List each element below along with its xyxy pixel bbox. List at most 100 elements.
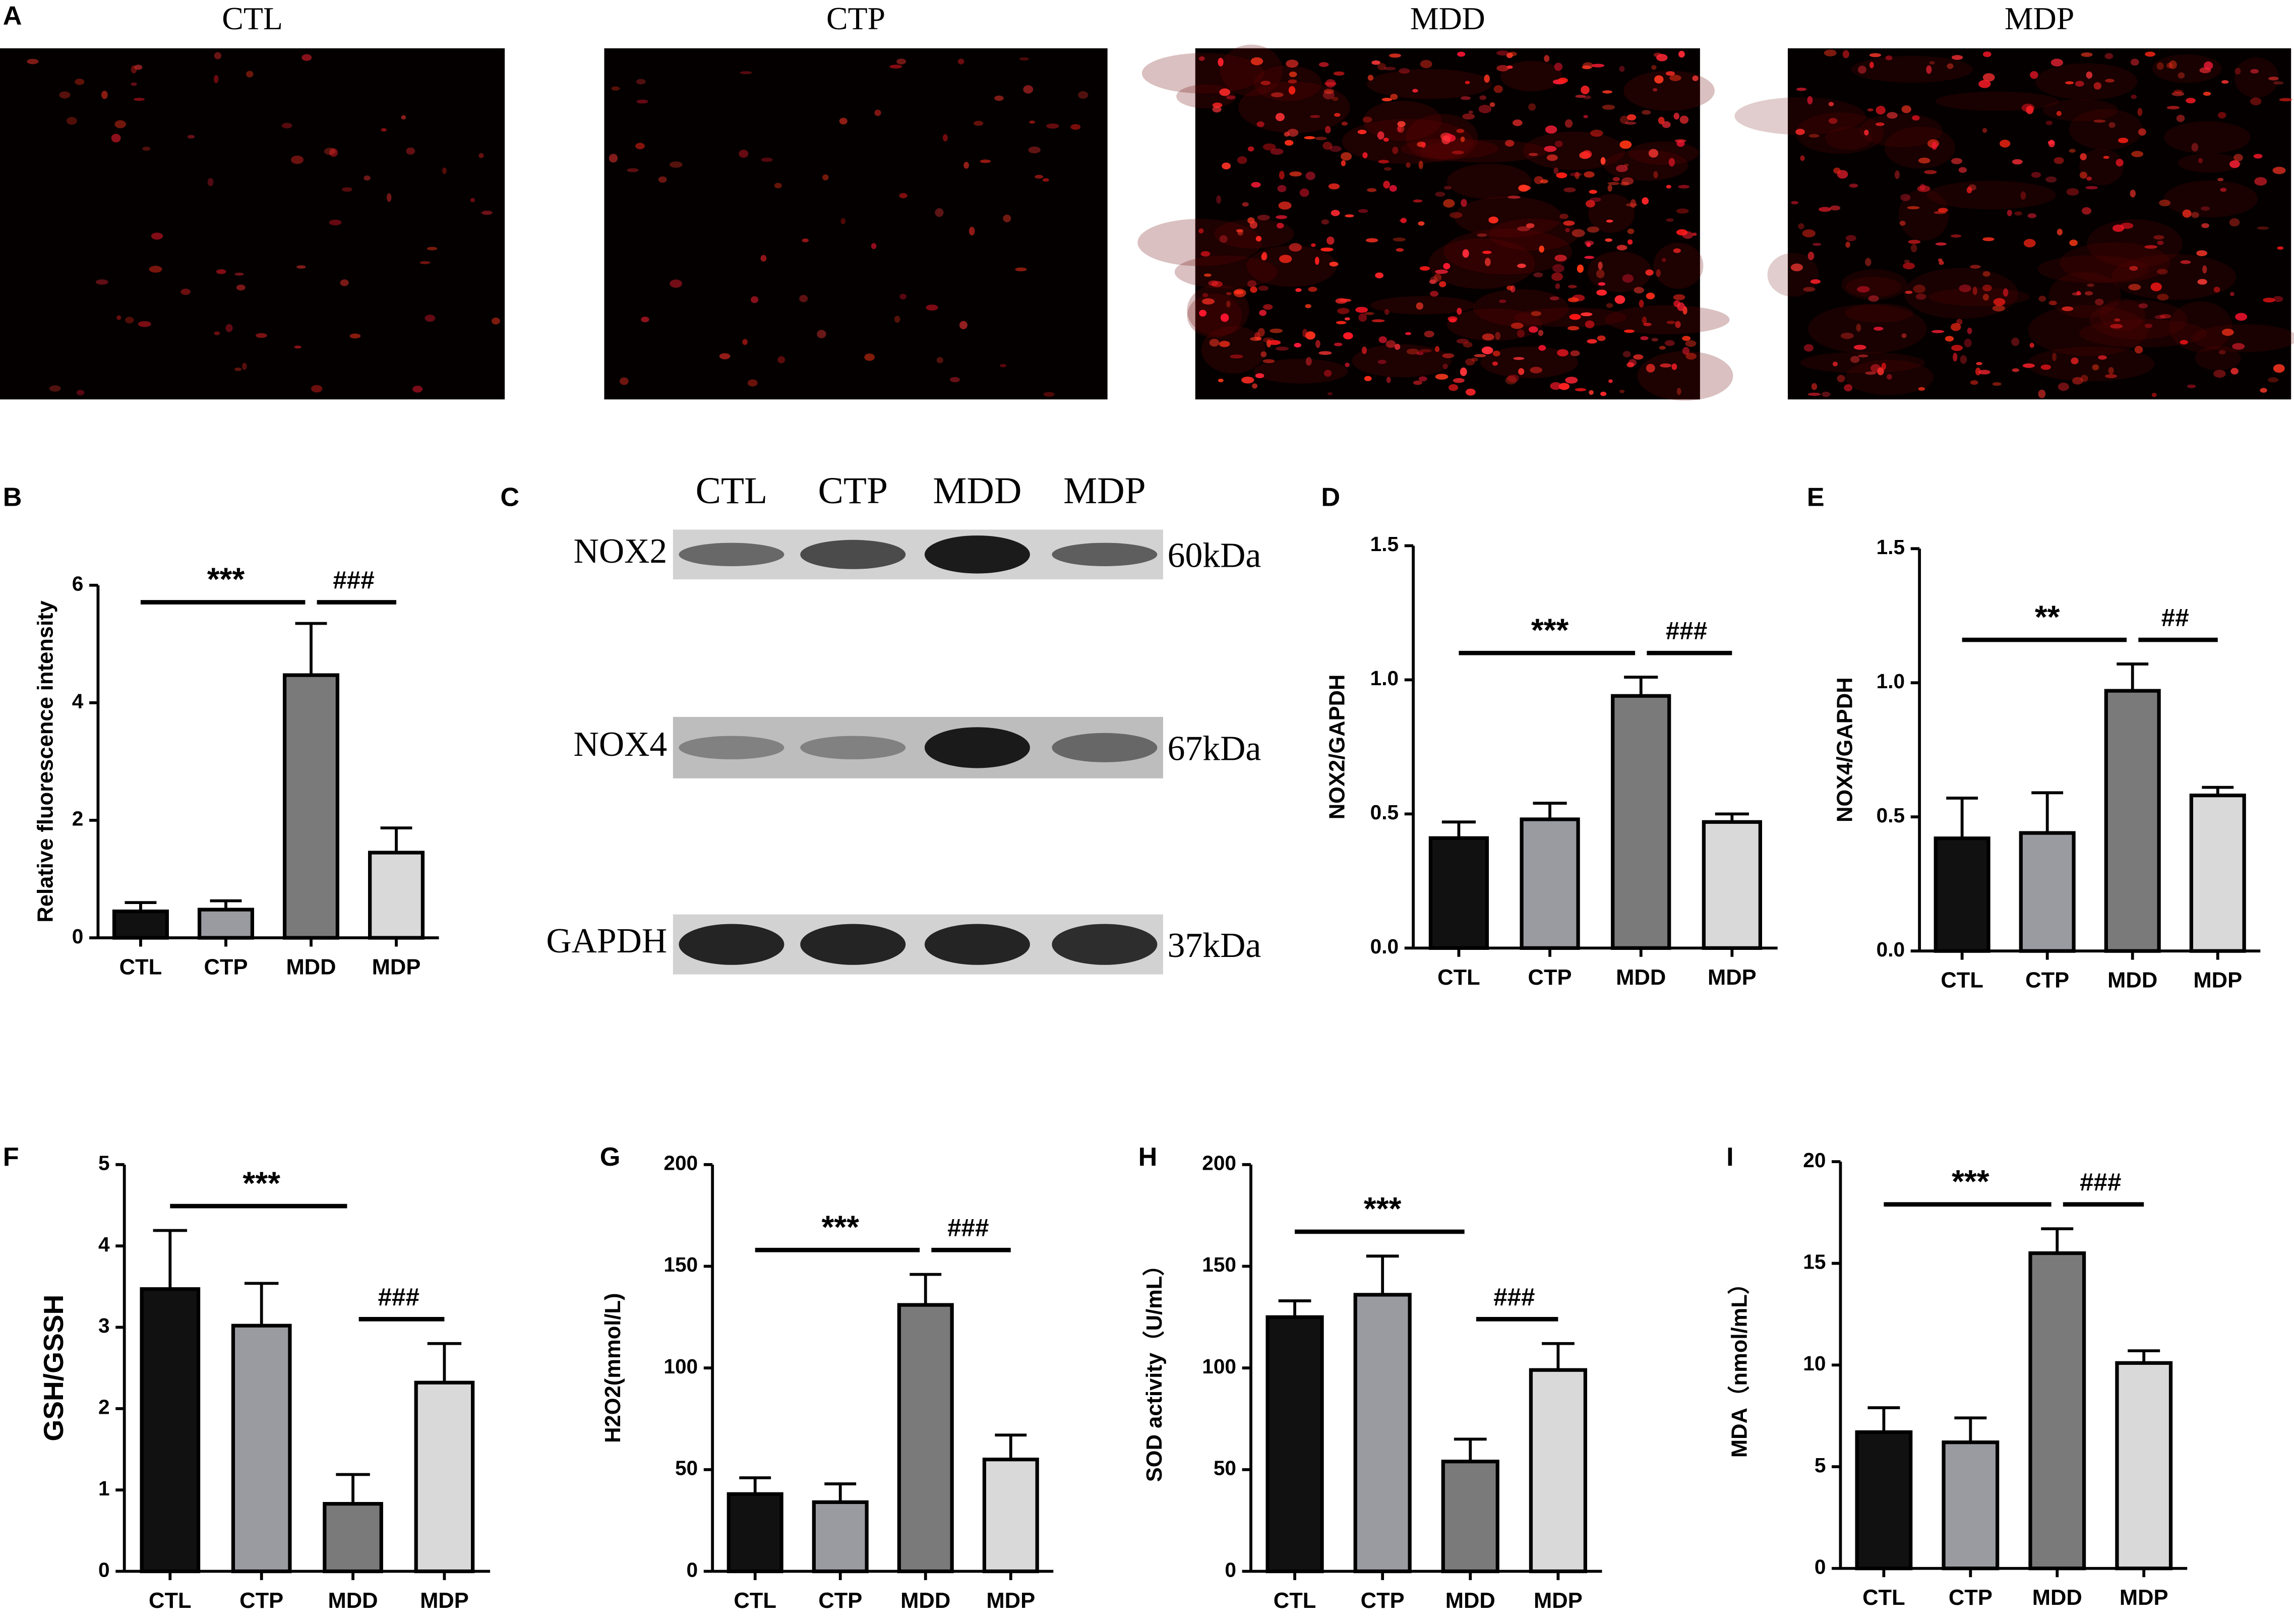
cell bbox=[1496, 65, 1509, 72]
cell bbox=[1850, 355, 1860, 363]
cell bbox=[1584, 256, 1595, 259]
panel-label: B bbox=[3, 483, 22, 512]
tissue-glow bbox=[1253, 66, 1322, 101]
cell bbox=[2180, 340, 2188, 345]
cell bbox=[1384, 309, 1390, 315]
cell bbox=[1397, 121, 1406, 127]
cell bbox=[1967, 327, 1972, 334]
cell bbox=[1648, 149, 1659, 158]
cell bbox=[1830, 205, 1841, 211]
tissue-glow bbox=[2027, 346, 2155, 382]
cell bbox=[1377, 359, 1386, 365]
cell bbox=[1334, 113, 1341, 117]
cell bbox=[1278, 201, 1292, 210]
cell bbox=[1465, 81, 1470, 84]
y-tick-label: 20 bbox=[1803, 1149, 1826, 1172]
cell bbox=[1384, 167, 1392, 171]
cell bbox=[341, 187, 352, 192]
cell bbox=[1864, 130, 1869, 136]
tissue-glow bbox=[1201, 326, 1265, 374]
tissue-glow bbox=[2164, 121, 2251, 154]
cell bbox=[2026, 105, 2034, 114]
cell bbox=[822, 174, 829, 181]
y-axis-label: NOX4/GAPDH bbox=[1833, 677, 1857, 822]
cell bbox=[1255, 373, 1264, 379]
cell bbox=[1435, 374, 1448, 380]
blot-band bbox=[679, 543, 784, 566]
cell bbox=[1584, 171, 1595, 178]
y-axis-label: NOX2/GAPDH bbox=[1325, 674, 1350, 819]
cell bbox=[1288, 79, 1297, 84]
y-tick-label: 0.0 bbox=[1877, 938, 1905, 961]
cell bbox=[1512, 119, 1523, 127]
tissue-glow bbox=[1845, 276, 1901, 297]
cell bbox=[1495, 332, 1501, 340]
cell bbox=[1478, 104, 1492, 113]
x-tick-label: MDD bbox=[286, 955, 336, 979]
cell bbox=[1396, 248, 1404, 252]
cell bbox=[1661, 258, 1666, 262]
cell bbox=[1288, 86, 1296, 95]
cell bbox=[1837, 375, 1845, 383]
cell bbox=[1910, 244, 1917, 253]
cell bbox=[2086, 71, 2093, 79]
cell bbox=[1386, 377, 1391, 383]
cell bbox=[1526, 223, 1535, 228]
cell bbox=[1324, 126, 1331, 134]
cell bbox=[2007, 210, 2012, 216]
cell bbox=[111, 134, 121, 143]
cell bbox=[1915, 293, 1926, 300]
cell bbox=[1853, 344, 1866, 350]
cell bbox=[1606, 303, 1613, 308]
y-tick-label: 1.0 bbox=[1370, 667, 1399, 690]
cell bbox=[1907, 206, 1920, 210]
bar bbox=[112, 909, 169, 940]
x-tick-label: CTP bbox=[1949, 1586, 1993, 1610]
y-axis-label: H2O2(mmol/L) bbox=[601, 1293, 625, 1442]
cell bbox=[1311, 243, 1316, 247]
cell bbox=[1929, 61, 1935, 65]
cell bbox=[2230, 368, 2239, 375]
tissue-glow bbox=[1443, 228, 1573, 275]
cell bbox=[131, 65, 137, 74]
cell bbox=[1582, 150, 1592, 158]
bar bbox=[1934, 836, 1990, 953]
cell bbox=[1885, 55, 1893, 61]
cell bbox=[1222, 162, 1231, 170]
cell bbox=[641, 317, 649, 323]
cell bbox=[1565, 228, 1570, 232]
cell bbox=[1643, 322, 1652, 326]
tissue-glow bbox=[1859, 113, 1943, 147]
cell bbox=[969, 226, 975, 235]
cell bbox=[1258, 285, 1269, 291]
cell bbox=[1489, 102, 1495, 107]
tissue-glow bbox=[1653, 243, 1704, 289]
cell bbox=[1413, 199, 1423, 203]
cell bbox=[1442, 364, 1448, 370]
cell bbox=[1383, 67, 1396, 71]
cell bbox=[1642, 316, 1647, 324]
cell bbox=[59, 91, 71, 99]
cell bbox=[1249, 221, 1258, 229]
cell bbox=[1822, 391, 1831, 397]
tissue-glow bbox=[2042, 99, 2119, 122]
cell bbox=[311, 385, 323, 393]
cell bbox=[2072, 377, 2083, 385]
cell bbox=[2012, 159, 2023, 165]
cell bbox=[1982, 237, 1995, 242]
bar bbox=[323, 1501, 383, 1574]
protein-size: 60kDa bbox=[1168, 536, 1261, 575]
cell bbox=[1662, 121, 1671, 128]
cell bbox=[1329, 146, 1342, 152]
x-tick-label: CTL bbox=[1274, 1589, 1316, 1613]
cell bbox=[1468, 110, 1473, 114]
tissue-glow bbox=[1628, 141, 1699, 165]
tissue-glow bbox=[2060, 242, 2170, 283]
cell bbox=[2257, 226, 2269, 230]
blot-band bbox=[924, 727, 1030, 768]
x-tick-label: MDD bbox=[2032, 1586, 2082, 1610]
cell bbox=[2110, 324, 2123, 329]
cell bbox=[1341, 160, 1346, 166]
cell bbox=[1200, 251, 1211, 257]
